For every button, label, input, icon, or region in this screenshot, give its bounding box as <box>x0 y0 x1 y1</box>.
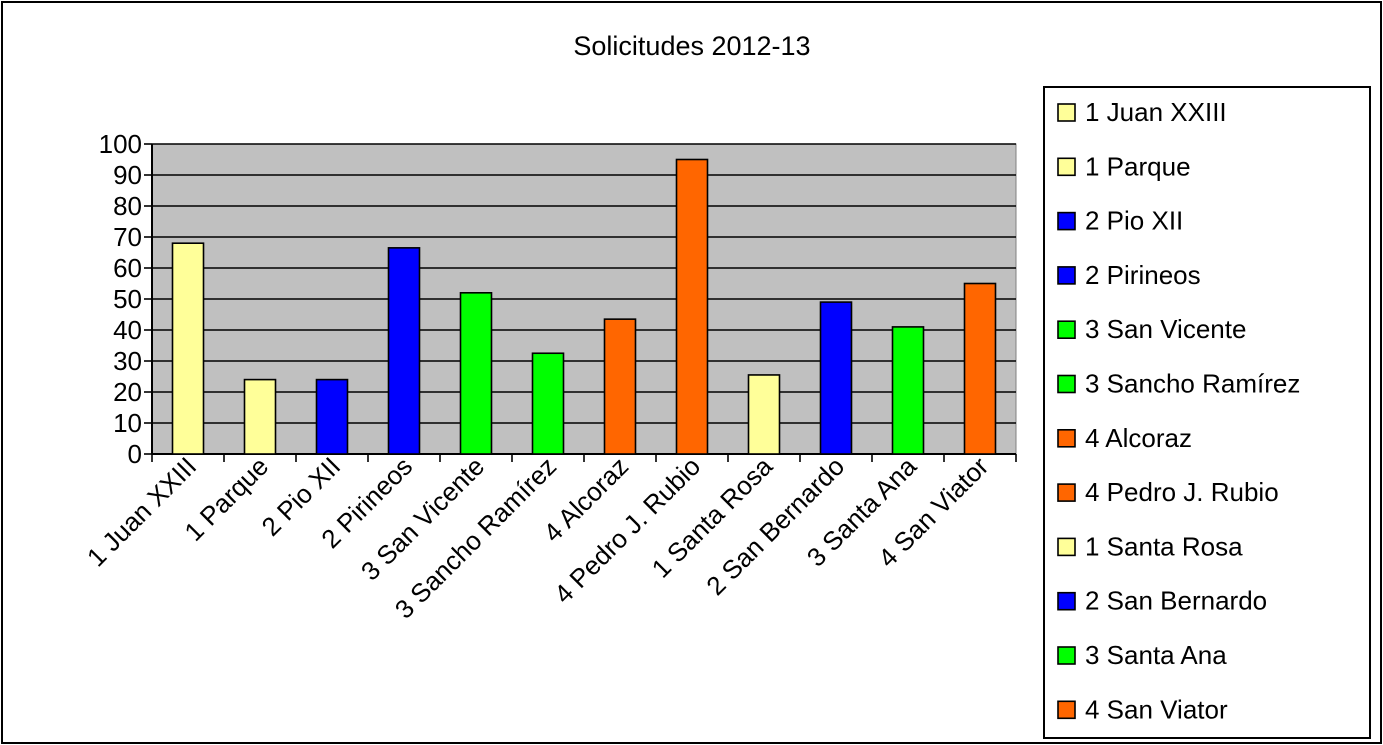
legend-swatch <box>1057 591 1076 611</box>
legend-box <box>1043 86 1371 739</box>
y-tick-label: 0 <box>128 439 142 469</box>
legend-label: 2 Pirineos <box>1085 260 1201 290</box>
bar <box>171 242 205 455</box>
y-tick-label: 50 <box>113 284 142 314</box>
y-tick-label: 40 <box>113 315 142 345</box>
legend-label: 1 Santa Rosa <box>1085 531 1243 561</box>
legend-swatch <box>1057 211 1076 231</box>
legend-label: 3 Sancho Ramírez <box>1085 369 1300 399</box>
y-tick-label: 10 <box>113 408 142 438</box>
bar <box>891 326 925 455</box>
legend-swatch <box>1057 374 1076 394</box>
legend-label: 4 Pedro J. Rubio <box>1085 477 1279 507</box>
legend-swatch <box>1057 266 1076 285</box>
y-tick-label: 60 <box>113 253 142 283</box>
bar <box>675 158 709 455</box>
legend-swatch <box>1057 700 1076 720</box>
legend-swatch <box>1057 646 1076 665</box>
legend-label: 3 San Vicente <box>1085 314 1246 344</box>
y-tick-label: 20 <box>113 377 142 407</box>
legend-label: 4 Alcoraz <box>1085 423 1192 453</box>
legend-label: 1 Parque <box>1085 151 1191 181</box>
legend-swatch <box>1057 103 1076 122</box>
x-tick-label: 1 Juan XXIII <box>81 451 202 572</box>
y-tick-label: 90 <box>113 160 142 190</box>
legend-swatch <box>1057 320 1076 340</box>
bar <box>747 374 781 455</box>
bar <box>531 352 565 455</box>
bar <box>387 247 421 455</box>
bar <box>243 378 277 455</box>
legend-swatch <box>1057 428 1076 448</box>
legend-label: 2 Pio XII <box>1085 206 1183 236</box>
bar <box>819 301 853 455</box>
chart-title: Solicitudes 2012-13 <box>573 31 810 61</box>
bar <box>315 378 349 455</box>
legend-label: 3 Santa Ana <box>1085 640 1227 670</box>
legend-label: 2 San Bernardo <box>1085 586 1267 616</box>
y-tick-label: 30 <box>113 346 142 376</box>
bar <box>459 291 493 455</box>
legend: 1 Juan XXIII 1 Parque 2 Pio XII 2 Pirineos 3… <box>1043 86 1371 739</box>
bar <box>963 282 997 455</box>
legend-swatch <box>1057 157 1076 177</box>
y-tick-label: 70 <box>113 222 142 252</box>
bar <box>603 318 637 455</box>
y-tick-label: 100 <box>99 129 142 159</box>
y-tick-label: 80 <box>113 191 142 221</box>
legend-label: 1 Juan XXIII <box>1085 97 1227 127</box>
x-tick-label: 3 San Vicente <box>355 451 490 586</box>
legend-swatch <box>1057 537 1076 557</box>
legend-swatch <box>1057 483 1076 502</box>
legend-label: 4 San Viator <box>1085 694 1228 724</box>
